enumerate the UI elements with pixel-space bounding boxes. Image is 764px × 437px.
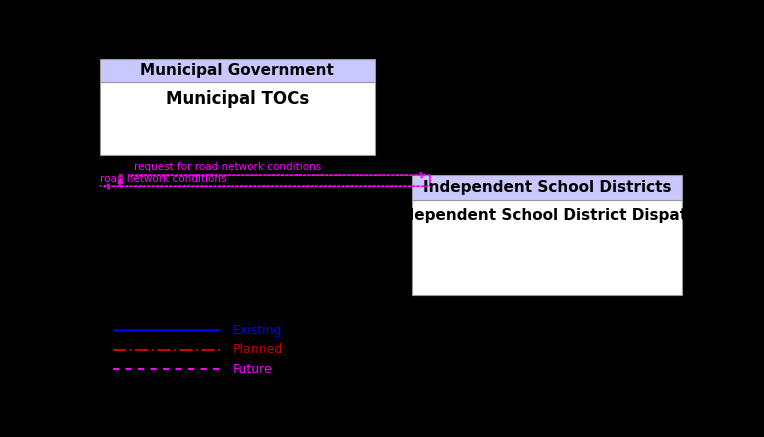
Text: Municipal TOCs: Municipal TOCs [166,90,309,108]
Text: road network conditions: road network conditions [99,173,226,184]
Text: Planned: Planned [233,343,283,356]
Text: Future: Future [233,363,273,375]
Bar [99,59,375,82]
Text: Independent School Districts: Independent School Districts [422,180,672,195]
Text: Existing: Existing [233,323,283,336]
Bar [413,175,681,200]
Bar [99,82,375,155]
Text: request for road network conditions: request for road network conditions [134,162,321,172]
Bar [413,200,681,295]
Text: Independent School District Dispatch: Independent School District Dispatch [387,208,707,223]
Text: Municipal Government: Municipal Government [141,63,334,78]
